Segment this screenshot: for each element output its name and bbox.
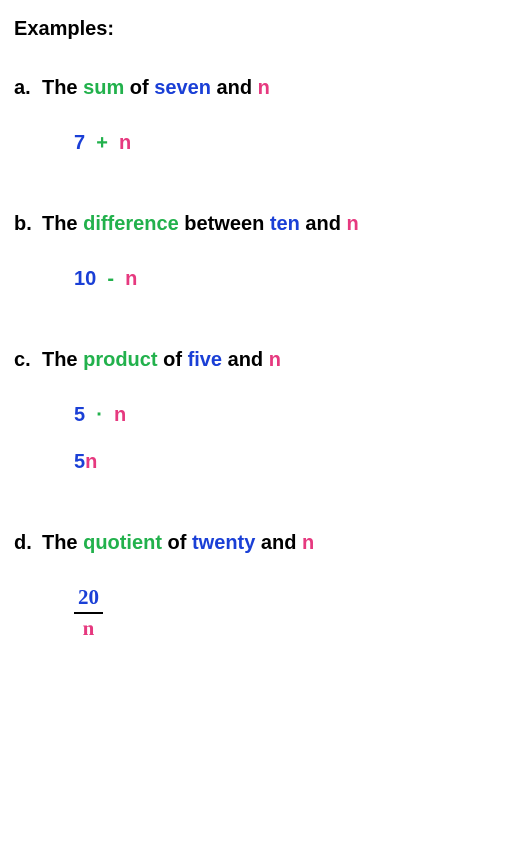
example-d-label: d.: [14, 532, 42, 555]
text-the: The: [42, 532, 83, 555]
example-b-statement: b. The difference between ten and n: [14, 213, 492, 236]
example-b-expression: 10 - n: [74, 268, 492, 291]
text-the: The: [42, 77, 83, 100]
example-d-statement: d. The quotient of twenty and n: [14, 532, 492, 555]
text-number-ten: ten: [270, 213, 300, 236]
example-d-fraction: 20 n: [74, 585, 103, 641]
text-of: of: [158, 349, 188, 372]
text-operation-quotient: quotient: [83, 532, 162, 555]
text-the: The: [42, 213, 83, 236]
expr-operand-5: 5: [74, 404, 85, 427]
example-d: d. The quotient of twenty and n 20 n: [14, 532, 492, 641]
expr-variable-n: n: [125, 268, 137, 291]
expr-operand-5: 5: [74, 451, 85, 474]
expr-operator-dot: ·: [85, 404, 114, 427]
expr-operator-plus: +: [85, 132, 119, 155]
example-a-statement: a. The sum of seven and n: [14, 77, 492, 100]
text-and: and: [255, 532, 302, 555]
example-b-label: b.: [14, 213, 42, 236]
example-a-expression: 7 + n: [74, 132, 492, 155]
example-c-statement: c. The product of five and n: [14, 349, 492, 372]
expr-operand-7: 7: [74, 132, 85, 155]
text-operation-sum: sum: [83, 77, 124, 100]
text-and: and: [300, 213, 347, 236]
example-a: a. The sum of seven and n 7 + n: [14, 77, 492, 155]
text-operation-difference: difference: [83, 213, 179, 236]
expr-operator-minus: -: [96, 268, 125, 291]
text-variable-n: n: [258, 77, 270, 100]
text-and: and: [222, 349, 269, 372]
example-c-expression-concat: 5n: [74, 451, 492, 474]
expr-variable-n: n: [85, 451, 97, 474]
text-variable-n: n: [269, 349, 281, 372]
text-number-twenty: twenty: [192, 532, 255, 555]
expr-variable-n: n: [119, 132, 131, 155]
text-and: and: [211, 77, 258, 100]
text-number-seven: seven: [154, 77, 211, 100]
expr-variable-n: n: [114, 404, 126, 427]
text-number-five: five: [188, 349, 222, 372]
example-c: c. The product of five and n 5 · n 5n: [14, 349, 492, 474]
example-b: b. The difference between ten and n 10 -…: [14, 213, 492, 291]
text-variable-n: n: [302, 532, 314, 555]
text-the: The: [42, 349, 83, 372]
expr-operand-10: 10: [74, 268, 96, 291]
fraction-denominator: n: [79, 614, 99, 641]
example-a-label: a.: [14, 77, 42, 100]
text-operation-product: product: [83, 349, 157, 372]
fraction-numerator: 20: [74, 585, 103, 612]
example-c-label: c.: [14, 349, 42, 372]
text-variable-n: n: [347, 213, 359, 236]
example-c-expression-dot: 5 · n: [74, 404, 492, 427]
examples-heading: Examples:: [14, 18, 492, 41]
text-of: of: [124, 77, 154, 100]
text-between: between: [179, 213, 270, 236]
text-of: of: [162, 532, 192, 555]
